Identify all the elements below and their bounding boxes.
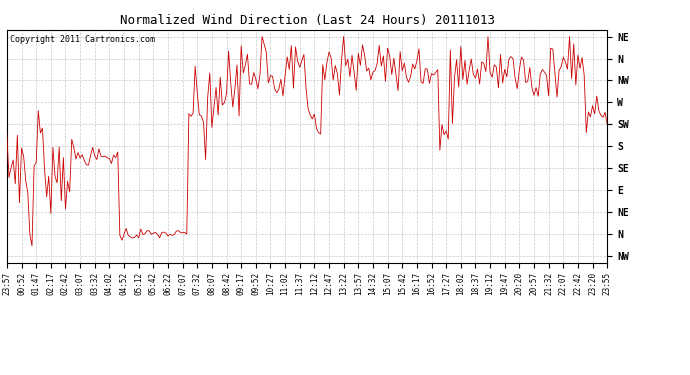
Text: Copyright 2011 Cartronics.com: Copyright 2011 Cartronics.com	[10, 34, 155, 44]
Title: Normalized Wind Direction (Last 24 Hours) 20111013: Normalized Wind Direction (Last 24 Hours…	[119, 15, 495, 27]
